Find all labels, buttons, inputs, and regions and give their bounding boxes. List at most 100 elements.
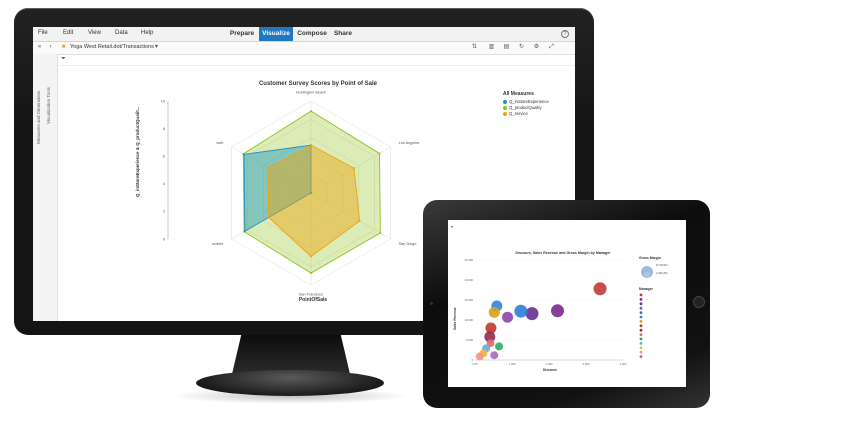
fullscreen-icon[interactable]: ⤢ bbox=[549, 44, 554, 50]
scatter-point[interactable] bbox=[551, 304, 565, 318]
filter-icon[interactable]: ⏷ bbox=[61, 56, 66, 62]
collapse-icon[interactable]: « bbox=[37, 44, 42, 50]
refresh-icon[interactable]: ↻ bbox=[518, 44, 525, 50]
monitor-neck bbox=[232, 334, 350, 374]
radar-category-label: mobile bbox=[212, 242, 223, 246]
manager-legend-swatch[interactable] bbox=[639, 315, 643, 319]
manager-legend-swatch[interactable] bbox=[639, 342, 643, 345]
manager-legend-swatch[interactable] bbox=[639, 302, 643, 306]
scatter-point[interactable] bbox=[485, 322, 497, 334]
scatter-point[interactable] bbox=[514, 304, 528, 318]
menu-file[interactable]: File bbox=[38, 30, 48, 36]
radar-x-axis-label: PointOfSale bbox=[298, 297, 328, 303]
scatter-size-legend-title: Gross Margin bbox=[639, 256, 661, 260]
scatter-y-tick: 25,000 bbox=[464, 258, 473, 262]
radar-chart: Huntington Beach Los Angeles San Diego San … bbox=[161, 90, 420, 297]
expand-icon[interactable]: › bbox=[49, 44, 52, 50]
scatter-y-tick: 0 bbox=[471, 358, 473, 362]
menu-data[interactable]: Data bbox=[115, 30, 128, 36]
radar-point[interactable] bbox=[310, 144, 312, 147]
scatter-point[interactable] bbox=[484, 331, 496, 343]
manager-legend-swatch[interactable] bbox=[639, 333, 643, 336]
manager-legend-swatch[interactable] bbox=[639, 298, 643, 301]
tab-prepare[interactable]: Prepare bbox=[229, 30, 255, 37]
radar-spoke bbox=[310, 192, 391, 240]
radar-tick-label: 10 bbox=[161, 99, 165, 103]
legend-label: Q_productQuality bbox=[509, 105, 542, 110]
scatter-point[interactable] bbox=[490, 351, 499, 360]
radar-point[interactable] bbox=[310, 110, 312, 113]
scatter-x-axis-label: Discount bbox=[543, 368, 557, 372]
tab-share[interactable]: Share bbox=[333, 30, 353, 37]
size-legend-bubble bbox=[644, 272, 650, 278]
scatter-chart: 0 5,000 10,000 15,000 20,000 25,000 0.00 1,000 2… bbox=[464, 258, 668, 366]
chevron-down-icon[interactable]: ▾ bbox=[154, 44, 158, 50]
radar-tick-label: 8 bbox=[163, 127, 165, 131]
scatter-point[interactable] bbox=[475, 352, 484, 361]
legend-item[interactable]: Q_inStoreExperience bbox=[503, 99, 549, 105]
radar-category-label: Los Angeles bbox=[399, 141, 420, 145]
manager-legend-swatch[interactable] bbox=[639, 346, 643, 350]
tablet-filter-icon[interactable]: ▾ bbox=[451, 224, 454, 229]
radar-point[interactable] bbox=[358, 220, 361, 223]
legend-swatch bbox=[503, 105, 507, 110]
tablet: ▾ Discount, Sales Revenue and Gross Marg… bbox=[423, 200, 710, 408]
tab-compose[interactable]: Compose bbox=[297, 30, 327, 37]
radar-point[interactable] bbox=[310, 272, 312, 275]
radar-tick-label: 6 bbox=[163, 155, 165, 159]
scatter-point[interactable] bbox=[593, 282, 607, 296]
question-icon[interactable]: ? bbox=[561, 30, 569, 38]
scatter-point[interactable] bbox=[502, 311, 514, 323]
legend-item[interactable]: Q_productQuality bbox=[503, 105, 542, 111]
manager-legend-swatch[interactable] bbox=[639, 337, 643, 341]
manager-legend-swatch[interactable] bbox=[639, 311, 643, 314]
radar-category-label: web bbox=[216, 141, 223, 145]
scatter-y-tick: 5,000 bbox=[466, 338, 473, 342]
tab-visualize[interactable]: Visualize bbox=[259, 27, 293, 41]
radar-point[interactable] bbox=[243, 230, 246, 233]
side-panel[interactable]: Measures and Dimensions Visualization To… bbox=[33, 54, 58, 321]
legend-swatch bbox=[503, 99, 507, 104]
toolbar: « › ■ Yoga West Retail.dot/Transactions … bbox=[33, 42, 575, 55]
sort-icon[interactable]: ⇅ bbox=[471, 44, 478, 50]
manager-legend-swatch[interactable] bbox=[639, 324, 643, 328]
radar-legend-title: All Measures bbox=[503, 91, 534, 97]
radar-point[interactable] bbox=[378, 152, 381, 155]
manager-legend-swatch[interactable] bbox=[639, 293, 643, 297]
scatter-point[interactable] bbox=[525, 307, 539, 321]
dataset-name[interactable]: Yoga West Retail.dot/Transactions bbox=[70, 44, 154, 50]
menu-view[interactable]: View bbox=[88, 30, 101, 36]
table-icon[interactable]: ▤ bbox=[503, 44, 510, 50]
legend-item[interactable]: Q_service bbox=[503, 111, 528, 117]
manager-legend-swatch[interactable] bbox=[639, 328, 643, 332]
radar-point[interactable] bbox=[267, 216, 270, 219]
manager-legend-swatch[interactable] bbox=[639, 306, 643, 310]
radar-point[interactable] bbox=[243, 153, 246, 156]
radar-tick-label: 4 bbox=[163, 182, 165, 186]
scatter-x-tick: 2,000 bbox=[546, 362, 553, 366]
monitor-screen: File Edit View Data Help Prepare Visuali… bbox=[33, 27, 575, 321]
monitor-base bbox=[196, 370, 384, 396]
radar-point[interactable] bbox=[353, 167, 356, 170]
radar-point[interactable] bbox=[379, 232, 382, 235]
radar-category-label: San Francisco bbox=[299, 293, 323, 297]
scatter-x-tick: 0.00 bbox=[472, 362, 478, 366]
radar-point[interactable] bbox=[266, 167, 269, 170]
scatter-point[interactable] bbox=[488, 306, 500, 318]
radar-point[interactable] bbox=[310, 255, 312, 258]
menu-help[interactable]: Help bbox=[141, 30, 154, 36]
gear-icon[interactable]: ⚙ bbox=[533, 44, 540, 50]
menu-edit[interactable]: Edit bbox=[63, 30, 74, 36]
chart-icon[interactable]: ▥ bbox=[488, 44, 495, 50]
scatter-point[interactable] bbox=[486, 339, 495, 348]
manager-legend-swatch[interactable] bbox=[639, 350, 643, 354]
scatter-y-tick: 15,000 bbox=[464, 298, 473, 302]
scatter-point[interactable] bbox=[495, 342, 504, 351]
size-legend-label: 8,718,504 bbox=[656, 263, 668, 267]
manager-legend-swatch[interactable] bbox=[639, 355, 643, 358]
home-button[interactable] bbox=[693, 296, 705, 308]
manager-legend-swatch[interactable] bbox=[639, 320, 643, 323]
scatter-y-axis-label: Sales Revenue bbox=[453, 307, 457, 330]
legend-label: Q_service bbox=[509, 111, 528, 116]
radar-point[interactable] bbox=[310, 192, 312, 194]
